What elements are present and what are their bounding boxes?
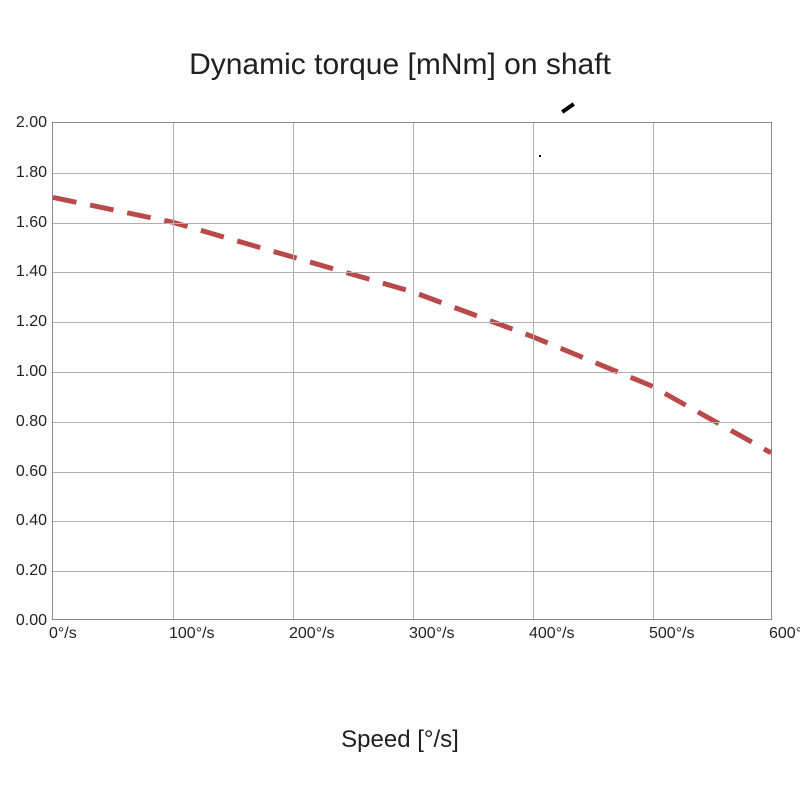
grid-line-v [653, 123, 654, 619]
y-tick-label: 1.00 [16, 363, 47, 381]
y-tick-label: 0.20 [16, 562, 47, 580]
grid-line-v [293, 123, 294, 619]
grid-line-h [53, 571, 771, 572]
grid-line-h [53, 223, 771, 224]
series-torque [53, 197, 771, 452]
y-tick-label: 2.00 [16, 114, 47, 132]
y-tick-label: 1.20 [16, 313, 47, 331]
stray-mark [561, 102, 575, 113]
y-tick-label: 0.40 [16, 512, 47, 530]
grid-line-h [53, 521, 771, 522]
x-tick-label: 300°/s [409, 625, 455, 643]
grid-line-h [53, 372, 771, 373]
x-tick-label: 200°/s [289, 625, 335, 643]
y-tick-label: 1.60 [16, 214, 47, 232]
x-tick-label: 500°/s [649, 625, 695, 643]
x-tick-label: 600°/s [769, 625, 800, 643]
torque-chart: Dynamic torque [mNm] on shaft Speed [°/s… [0, 0, 800, 800]
grid-line-v [413, 123, 414, 619]
stray-mark [539, 155, 541, 157]
chart-title: Dynamic torque [mNm] on shaft [0, 48, 800, 82]
data-line [53, 123, 771, 619]
grid-line-h [53, 272, 771, 273]
y-tick-label: 1.80 [16, 164, 47, 182]
y-tick-label: 1.40 [16, 263, 47, 281]
y-tick-label: 0.00 [16, 612, 47, 630]
x-tick-label: 100°/s [169, 625, 215, 643]
grid-line-v [173, 123, 174, 619]
plot-area: 0.000.200.400.600.801.001.201.401.601.80… [52, 122, 772, 620]
grid-line-v [533, 123, 534, 619]
y-tick-label: 0.60 [16, 463, 47, 481]
grid-line-h [53, 173, 771, 174]
grid-line-h [53, 422, 771, 423]
grid-line-h [53, 472, 771, 473]
grid-line-h [53, 322, 771, 323]
y-tick-label: 0.80 [16, 413, 47, 431]
x-tick-label: 0°/s [49, 625, 77, 643]
x-tick-label: 400°/s [529, 625, 575, 643]
x-axis-label: Speed [°/s] [0, 726, 800, 754]
